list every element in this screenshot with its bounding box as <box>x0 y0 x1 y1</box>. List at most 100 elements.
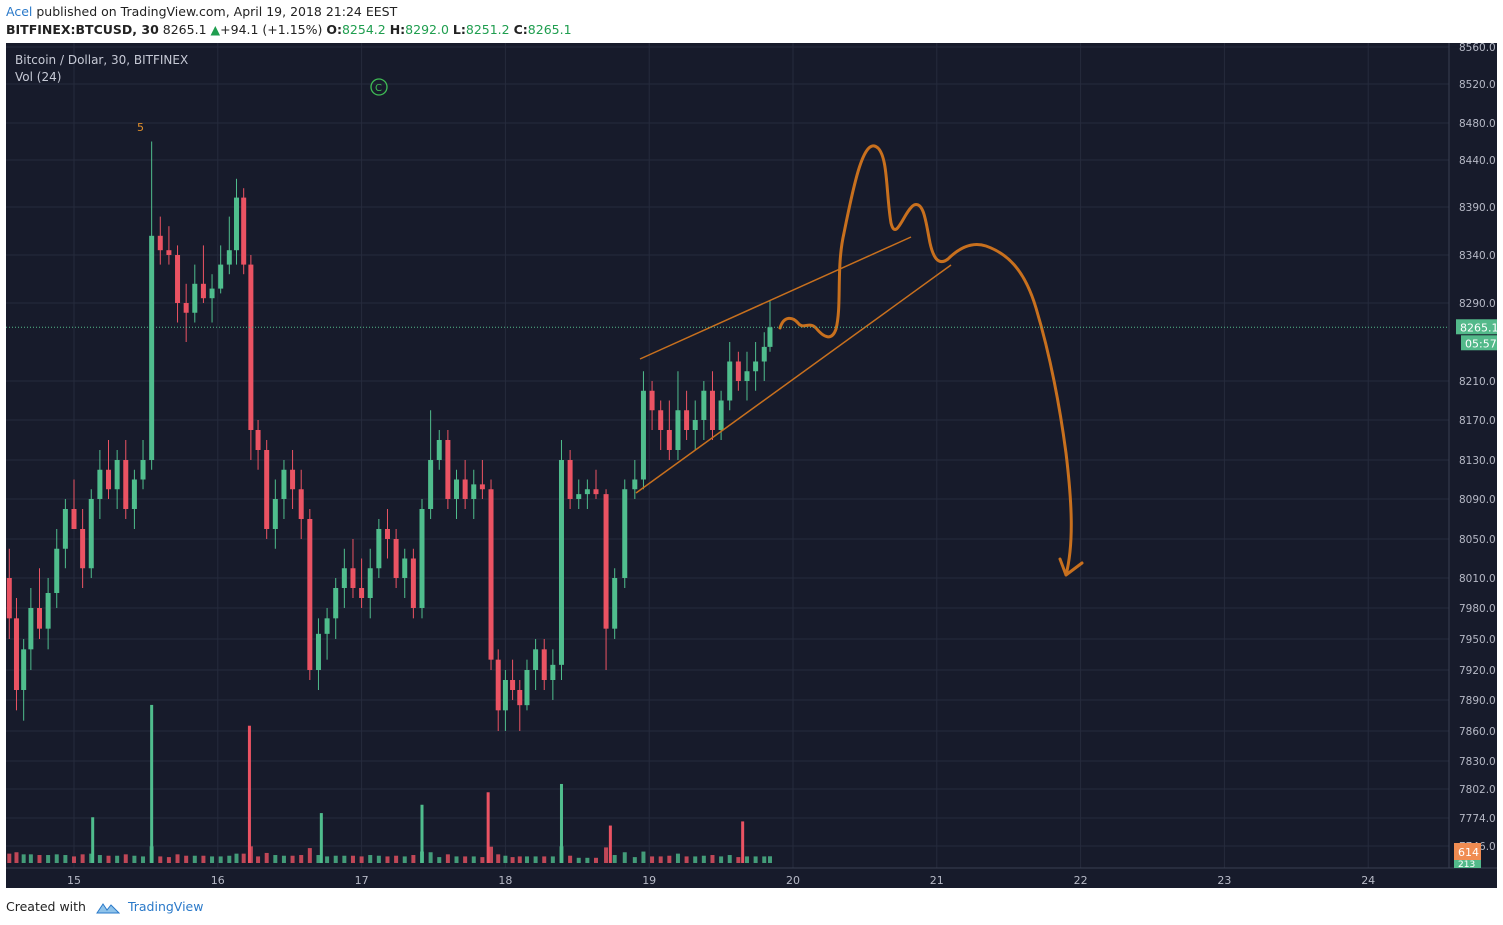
x-tick-label: 18 <box>498 874 512 887</box>
candle-body <box>632 479 638 490</box>
y-tick-label: 8090.0 <box>1459 494 1496 506</box>
candle-body <box>445 440 451 499</box>
candle <box>744 351 750 401</box>
candle-body <box>517 690 523 706</box>
tradingview-link[interactable]: TradingView <box>127 899 204 914</box>
volume-bar <box>650 856 655 863</box>
candle <box>640 371 646 490</box>
candle-body <box>333 588 339 619</box>
candle-body <box>281 469 287 499</box>
volume-bar <box>264 852 269 863</box>
y-tick-label: 8210.0 <box>1459 376 1496 388</box>
candle <box>272 479 278 549</box>
price-axis[interactable]: 8560.0 8520.0 8480.0 8440.0 8390.0 8340.0 8290… <box>1459 43 1496 853</box>
candle-body <box>71 509 77 529</box>
candle-body <box>248 264 254 430</box>
candle <box>233 178 239 265</box>
candle-body <box>701 390 707 420</box>
candle <box>410 548 416 619</box>
candle <box>402 548 408 598</box>
candle-body <box>384 529 390 539</box>
candle-body <box>471 484 477 499</box>
published-text: published on TradingView.com, April 19, … <box>36 4 398 19</box>
time-axis[interactable]: 15 16 17 18 19 20 21 22 23 24 <box>67 874 1375 887</box>
candle <box>80 509 86 588</box>
candle <box>709 371 715 440</box>
volume-bar <box>97 855 102 863</box>
volume-bar <box>693 856 698 863</box>
volume-bar <box>710 855 715 863</box>
candle-body <box>727 361 733 401</box>
candle-body <box>603 494 609 629</box>
y-tick-label: 7950.0 <box>1459 634 1496 646</box>
y-tick-label: 7830.0 <box>1459 756 1496 768</box>
chart-title: Bitcoin / Dollar, 30, BITFINEX <box>15 53 188 67</box>
candle <box>558 440 564 680</box>
candle-body <box>436 440 442 460</box>
candle-body <box>21 649 27 690</box>
volume-bar <box>736 857 741 863</box>
volume-bar <box>658 856 663 863</box>
lower-trendline[interactable] <box>635 264 952 494</box>
symbol-label: BITFINEX:BTCUSD, 30 <box>6 22 159 37</box>
candle <box>603 489 609 670</box>
candle-body <box>744 371 750 381</box>
candle-body <box>341 568 347 588</box>
price-chart[interactable]: 8560.0 8520.0 8480.0 8440.0 8390.0 8340.0 8290… <box>6 43 1497 888</box>
candle <box>428 410 434 519</box>
candle-body <box>376 529 382 569</box>
candle-body <box>649 390 655 411</box>
volume-bar <box>632 857 637 863</box>
x-tick-label: 20 <box>786 874 800 887</box>
x-tick-label: 23 <box>1217 874 1231 887</box>
volume-tag-text: 614 <box>1458 846 1479 859</box>
volume-bar <box>533 856 538 863</box>
volume-bar <box>158 856 163 863</box>
candle <box>183 283 189 342</box>
volume-bar <box>7 853 12 863</box>
volume-bar <box>201 855 206 863</box>
candle <box>462 460 468 509</box>
open-label: O: <box>326 22 342 37</box>
candle <box>692 400 698 450</box>
candle-body <box>272 499 278 529</box>
candle-body <box>419 509 425 608</box>
volume-bar <box>21 854 26 863</box>
volume-indicator-label[interactable]: Vol (24) <box>15 70 61 84</box>
volume-spike <box>247 725 251 863</box>
author-link[interactable]: Acel <box>6 4 33 19</box>
last-price: 8265.1 <box>162 22 207 37</box>
chart-area[interactable]: 8560.0 8520.0 8480.0 8440.0 8390.0 8340.0 8290… <box>6 43 1497 888</box>
volume-bar <box>141 856 146 863</box>
volume-bar <box>376 855 381 863</box>
close-label: C: <box>513 22 528 37</box>
candle <box>97 450 103 519</box>
candle <box>612 568 618 639</box>
candle-body <box>123 460 129 509</box>
candle <box>376 519 382 578</box>
freehand-projection[interactable] <box>778 144 1084 577</box>
candle <box>753 342 759 391</box>
candle <box>36 568 42 639</box>
volume-bar <box>503 855 508 863</box>
volume-bar <box>123 854 128 863</box>
candle <box>524 659 530 711</box>
y-tick-label: 7890.0 <box>1459 695 1496 707</box>
candle-body <box>488 489 494 660</box>
chart-grid <box>6 43 1449 868</box>
candle-body <box>558 460 564 665</box>
volume-bar <box>593 857 598 863</box>
candle-body <box>315 633 321 670</box>
candle <box>307 509 313 680</box>
volume-bar <box>14 852 19 863</box>
x-tick-label: 24 <box>1361 874 1375 887</box>
candle-body <box>80 529 86 569</box>
volume-bar <box>234 853 239 863</box>
volume-bar <box>281 855 286 863</box>
candle-body <box>359 588 365 598</box>
candle-body <box>612 578 618 629</box>
candle <box>541 639 547 690</box>
volume-bar <box>37 855 42 863</box>
upper-trendline[interactable] <box>639 236 912 360</box>
volume-bar <box>54 854 59 863</box>
